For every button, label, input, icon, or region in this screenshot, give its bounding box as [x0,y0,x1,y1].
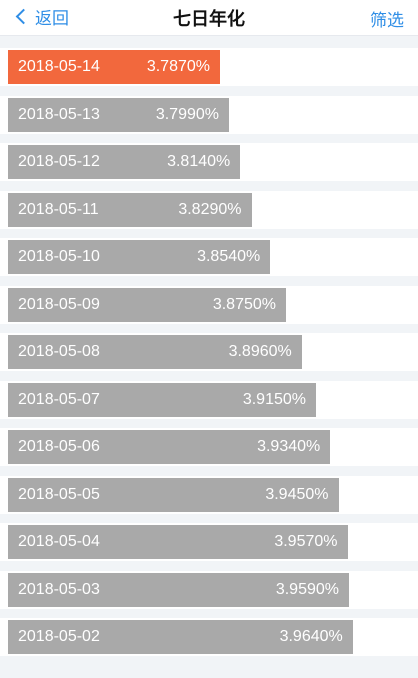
list-item[interactable]: 2018-05-08 3.8960% [0,333,418,371]
list-item[interactable]: 2018-05-06 3.9340% [0,428,418,466]
list-item[interactable]: 2018-05-11 3.8290% [0,190,418,229]
date-label: 2018-05-11 [18,200,99,218]
nav-bar: 返回 七日年化 筛选 [0,0,418,36]
list-item[interactable]: 2018-05-10 3.8540% [0,238,418,276]
date-label: 2018-05-02 [18,628,100,645]
date-label: 2018-05-03 [18,580,100,598]
rate-label: 3.7870% [146,58,210,75]
rate-label: 3.9570% [274,533,338,550]
date-label: 2018-05-14 [18,58,100,75]
rate-bar: 2018-05-05 3.9450% [8,477,339,512]
back-label: 返回 [35,8,69,28]
list-item[interactable]: 2018-05-07 3.9150% [0,380,418,419]
list-item[interactable]: 2018-05-05 3.9450% [0,475,418,514]
date-label: 2018-05-10 [18,248,100,265]
rate-label: 3.7990% [155,105,219,123]
list-item[interactable]: 2018-05-09 3.8750% [0,285,418,324]
rate-label: 3.9450% [265,485,329,503]
date-label: 2018-05-12 [18,153,100,170]
list-item[interactable]: 2018-05-04 3.9570% [0,523,418,561]
rate-bar: 2018-05-08 3.8960% [8,335,302,369]
list-item[interactable]: 2018-05-02 3.9640% [0,618,418,656]
date-label: 2018-05-09 [18,295,100,313]
page-title: 七日年化 [173,9,245,29]
date-label: 2018-05-05 [18,485,100,503]
date-label: 2018-05-13 [18,105,100,123]
list-item[interactable]: 2018-05-03 3.9590% [0,570,418,609]
rate-bar: 2018-05-07 3.9150% [8,382,316,417]
rate-label: 3.8290% [178,200,242,218]
rate-label: 3.9640% [279,628,343,645]
date-label: 2018-05-04 [18,533,100,550]
back-button[interactable]: 返回 [14,5,69,28]
rate-bar: 2018-05-06 3.9340% [8,430,331,464]
filter-button[interactable]: 筛选 [370,11,404,30]
rate-bar: 2018-05-02 3.9640% [8,620,353,654]
date-label: 2018-05-08 [18,343,100,360]
rate-label: 3.9590% [275,580,339,598]
list-item[interactable]: 2018-05-12 3.8140% [0,143,418,181]
rate-label: 3.8750% [212,295,276,313]
rate-label: 3.8140% [167,153,231,170]
date-label: 2018-05-07 [18,390,100,408]
rate-label: 3.9150% [242,390,306,408]
rate-bar: 2018-05-13 3.7990% [8,97,229,132]
date-label: 2018-05-06 [18,438,100,455]
rate-bar: 2018-05-03 3.9590% [8,572,349,607]
rate-bar: 2018-05-12 3.8140% [8,145,241,179]
rate-bar: 2018-05-14 3.7870% [8,50,220,84]
rate-bar: 2018-05-11 3.8290% [8,192,252,227]
list-item[interactable]: 2018-05-13 3.7990% [0,95,418,134]
rate-bar: 2018-05-04 3.9570% [8,525,348,559]
rate-bar: 2018-05-09 3.8750% [8,287,286,322]
rate-label: 3.8960% [228,343,292,360]
list-item[interactable]: 2018-05-14 3.7870% [0,48,418,86]
rate-label: 3.9340% [257,438,321,455]
rate-bar: 2018-05-10 3.8540% [8,240,271,274]
rate-label: 3.8540% [197,248,261,265]
